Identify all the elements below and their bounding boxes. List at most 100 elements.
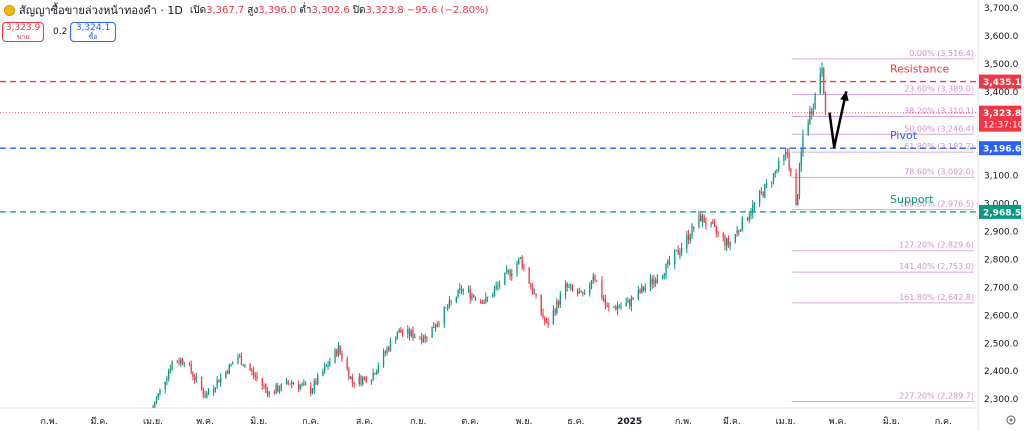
candle[interactable] — [237, 357, 239, 363]
candle[interactable] — [675, 250, 678, 252]
candle[interactable] — [256, 376, 258, 379]
candle[interactable] — [790, 168, 792, 173]
candle[interactable] — [486, 297, 489, 299]
candle[interactable] — [592, 275, 594, 281]
candle[interactable] — [388, 347, 390, 351]
candle[interactable] — [809, 111, 811, 125]
candle[interactable] — [564, 283, 567, 296]
candle[interactable] — [547, 322, 549, 325]
candle[interactable] — [178, 361, 180, 364]
candle[interactable] — [438, 323, 440, 325]
candle[interactable] — [483, 301, 485, 304]
candle[interactable] — [479, 299, 482, 301]
candle[interactable] — [608, 306, 610, 308]
candle[interactable] — [582, 291, 584, 295]
candle[interactable] — [824, 94, 827, 113]
candle[interactable] — [431, 326, 433, 338]
candle[interactable] — [242, 365, 244, 367]
candle[interactable] — [814, 93, 816, 109]
candle[interactable] — [190, 364, 192, 373]
candle[interactable] — [771, 182, 773, 184]
candle[interactable] — [559, 294, 561, 305]
candle[interactable] — [797, 195, 799, 205]
candle[interactable] — [616, 306, 619, 311]
candle[interactable] — [654, 280, 657, 283]
candle[interactable] — [679, 252, 681, 255]
candle[interactable] — [422, 339, 425, 342]
candle[interactable] — [644, 287, 646, 291]
candle[interactable] — [396, 332, 399, 340]
candle[interactable] — [251, 370, 253, 372]
candle[interactable] — [462, 289, 464, 291]
candle[interactable] — [273, 392, 276, 394]
candle[interactable] — [407, 329, 409, 334]
candle[interactable] — [389, 340, 392, 351]
candle[interactable] — [528, 267, 530, 284]
candle[interactable] — [703, 215, 705, 223]
candle[interactable] — [232, 363, 234, 365]
candle[interactable] — [410, 330, 412, 336]
candle[interactable] — [800, 152, 802, 167]
candle[interactable] — [291, 382, 293, 384]
candle[interactable] — [615, 306, 617, 310]
candle[interactable] — [193, 377, 196, 380]
candle[interactable] — [568, 286, 570, 288]
candle[interactable] — [686, 234, 688, 249]
candle[interactable] — [287, 381, 289, 384]
candle[interactable] — [471, 294, 473, 300]
candle[interactable] — [225, 371, 227, 378]
candle[interactable] — [154, 403, 156, 408]
candle[interactable] — [322, 371, 324, 376]
candle[interactable] — [639, 289, 641, 293]
candle[interactable] — [159, 389, 161, 394]
candle[interactable] — [668, 260, 671, 265]
candle[interactable] — [249, 364, 251, 371]
candle[interactable] — [351, 376, 354, 383]
candle[interactable] — [230, 363, 232, 365]
candle[interactable] — [691, 225, 693, 237]
candle[interactable] — [169, 369, 172, 372]
candle[interactable] — [213, 388, 215, 393]
candle[interactable] — [521, 256, 523, 268]
candle[interactable] — [386, 348, 388, 354]
candle[interactable] — [278, 389, 281, 392]
candle[interactable] — [712, 221, 714, 224]
candle[interactable] — [497, 285, 499, 287]
candle[interactable] — [317, 375, 319, 385]
candle[interactable] — [181, 359, 184, 364]
candle[interactable] — [802, 135, 804, 153]
candle[interactable] — [784, 151, 787, 155]
candle[interactable] — [698, 215, 700, 229]
candle[interactable] — [377, 366, 379, 372]
candle[interactable] — [303, 383, 305, 385]
candle[interactable] — [772, 173, 775, 182]
candle[interactable] — [239, 356, 241, 358]
candle[interactable] — [460, 288, 463, 292]
candle[interactable] — [764, 184, 766, 198]
candle[interactable] — [268, 391, 270, 395]
candle[interactable] — [661, 275, 664, 279]
candle[interactable] — [358, 376, 360, 384]
candle[interactable] — [481, 300, 483, 304]
candle[interactable] — [578, 292, 581, 294]
candle[interactable] — [667, 260, 669, 265]
candle[interactable] — [289, 383, 291, 385]
candle[interactable] — [363, 376, 366, 378]
candle[interactable] — [214, 387, 217, 390]
candle[interactable] — [774, 171, 776, 174]
candle[interactable] — [710, 222, 712, 225]
candle[interactable] — [384, 351, 386, 353]
candle[interactable] — [627, 300, 629, 303]
candle[interactable] — [434, 326, 437, 329]
candle[interactable] — [819, 73, 821, 94]
candle[interactable] — [315, 380, 317, 385]
candle[interactable] — [370, 380, 373, 383]
candle[interactable] — [620, 305, 622, 308]
candle[interactable] — [353, 381, 355, 385]
candle[interactable] — [542, 313, 544, 318]
candle[interactable] — [180, 359, 182, 364]
candle[interactable] — [507, 270, 509, 272]
candle[interactable] — [519, 257, 522, 259]
candle[interactable] — [266, 388, 269, 396]
candle[interactable] — [504, 272, 506, 285]
